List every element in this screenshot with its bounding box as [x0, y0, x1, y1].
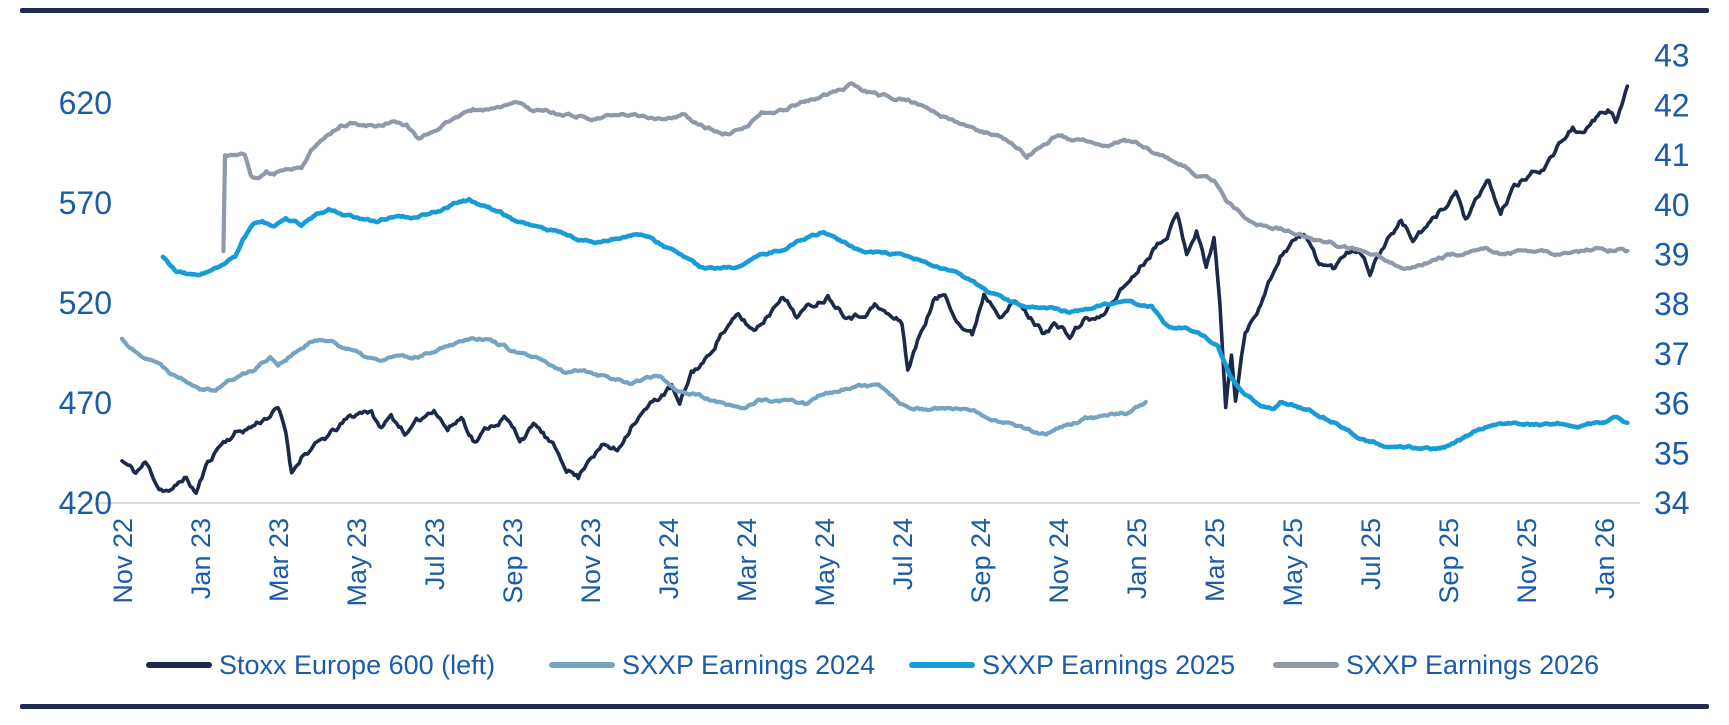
series-line-sxxp-earnings-2024	[119, 336, 1148, 437]
right-axis-tick-label: 41	[1654, 137, 1690, 173]
legend-label-sxxp-earnings-2026: SXXP Earnings 2026	[1346, 649, 1600, 680]
legend-label-sxxp-earnings-2025: SXXP Earnings 2025	[982, 649, 1236, 680]
left-axis-tick-label: 620	[59, 85, 112, 121]
left-axis-tick-label: 420	[59, 485, 112, 521]
right-axis-tick-label: 34	[1654, 485, 1690, 521]
legend-item-sxxp-earnings-2024: SXXP Earnings 2024	[549, 650, 875, 680]
legend-swatch-sxxp-earnings-2024	[549, 662, 615, 668]
right-axis-tick-label: 38	[1654, 286, 1690, 322]
x-axis-tick-label: Nov 23	[576, 518, 606, 604]
legend-item-sxxp-earnings-2025: SXXP Earnings 2025	[909, 650, 1235, 680]
right-axis-tick-label: 37	[1654, 336, 1690, 372]
series-line-sxxp-earnings-2026	[221, 81, 1630, 271]
series-line-sxxp-earnings-2025	[160, 196, 1630, 452]
left-axis-tick-label: 470	[59, 385, 112, 421]
x-axis-tick-label: Nov 24	[1044, 518, 1074, 604]
x-axis-tick-label: Nov 22	[108, 518, 138, 604]
right-axis-tick-label: 40	[1654, 187, 1690, 223]
bottom-border-rule	[20, 704, 1709, 709]
x-axis-tick-label: Jan 26	[1590, 518, 1620, 599]
legend-item-stoxx-europe-600: Stoxx Europe 600 (left)	[146, 650, 495, 680]
x-axis-tick-label: Jul 24	[888, 518, 918, 590]
right-axis-tick-label: 43	[1654, 38, 1690, 74]
x-axis-tick-label: Sep 23	[498, 518, 528, 604]
x-axis-tick-label: Jul 25	[1356, 518, 1386, 590]
top-border-rule	[20, 8, 1709, 13]
legend-label-stoxx-europe-600: Stoxx Europe 600 (left)	[219, 649, 496, 680]
legend-item-sxxp-earnings-2026: SXXP Earnings 2026	[1273, 650, 1599, 680]
right-axis-tick-label: 42	[1654, 87, 1690, 123]
left-axis-tick-label: 570	[59, 185, 112, 221]
x-axis-tick-label: Jul 23	[420, 518, 450, 590]
x-axis-tick-label: Jan 24	[654, 518, 684, 599]
right-axis-tick-label: 39	[1654, 237, 1690, 273]
x-axis-tick-label: Mar 24	[732, 518, 762, 602]
legend-swatch-stoxx-europe-600	[146, 662, 212, 668]
x-axis-tick-label: Mar 25	[1200, 518, 1230, 602]
legend-label-sxxp-earnings-2024: SXXP Earnings 2024	[622, 649, 876, 680]
legend-swatch-sxxp-earnings-2026	[1273, 662, 1339, 668]
x-axis-tick-label: Jan 23	[186, 518, 216, 599]
x-axis-tick-label: Sep 24	[966, 518, 996, 604]
left-axis-tick-label: 520	[59, 285, 112, 321]
legend-swatch-sxxp-earnings-2025	[909, 662, 975, 668]
x-axis-tick-label: Sep 25	[1434, 518, 1464, 604]
x-axis-tick-label: May 24	[810, 518, 840, 607]
series-line-stoxx-europe-600-left	[120, 84, 1630, 495]
x-axis-tick-label: May 23	[342, 518, 372, 607]
x-axis-tick-label: Mar 23	[264, 518, 294, 602]
right-axis-tick-label: 36	[1654, 386, 1690, 422]
x-axis-tick-label: May 25	[1278, 518, 1308, 607]
x-axis-tick-label: Jan 25	[1122, 518, 1152, 599]
x-axis-tick-label: Nov 25	[1512, 518, 1542, 604]
right-axis-tick-label: 35	[1654, 435, 1690, 471]
